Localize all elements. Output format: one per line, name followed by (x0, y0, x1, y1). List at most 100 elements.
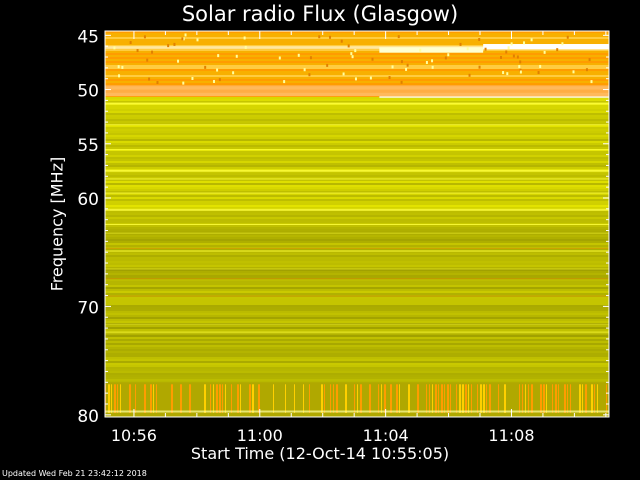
spectrum-row (105, 157, 609, 159)
rfi-speck (196, 38, 199, 42)
rfi-speck (191, 76, 194, 80)
spectrum-row (105, 127, 609, 129)
burst-stripe (171, 384, 173, 413)
burst-stripe (408, 384, 410, 413)
burst-stripe (273, 384, 274, 413)
spectrum-row (105, 175, 609, 177)
burst-stripe (522, 384, 523, 413)
burst-stripe (597, 384, 598, 413)
burst-stripe (471, 384, 472, 413)
spectrum-row (105, 317, 609, 319)
spectrum-row (105, 339, 609, 341)
rfi-speck (400, 60, 403, 64)
rfi-speck (431, 59, 434, 63)
spectrum-row (105, 129, 609, 131)
burst-stripe (354, 384, 355, 413)
spectrum-row (105, 361, 609, 363)
spectrum-row (105, 49, 609, 51)
rfi-speck (478, 38, 481, 42)
rfi-speck (342, 72, 345, 76)
rfi-speck (121, 65, 124, 69)
burst-stripe (417, 384, 419, 413)
spectrum-row (105, 367, 609, 369)
x-tick-label: 11:00 (237, 426, 283, 445)
burst-stripe (222, 384, 223, 413)
emission-line (105, 169, 609, 172)
spectrum-row (105, 61, 609, 63)
spectrum-row (105, 375, 609, 377)
rfi-speck (388, 76, 391, 80)
spectrum-row (105, 369, 609, 371)
spectrum-row (105, 73, 609, 75)
rfi-speck (425, 60, 428, 64)
spectrum-row (105, 101, 609, 103)
rfi-speck (556, 48, 559, 52)
x-tick-label: 11:08 (488, 426, 534, 445)
rfi-speck (309, 56, 312, 60)
spectrum-row (105, 341, 609, 343)
segment-band (379, 96, 609, 99)
spectrum-row (105, 153, 609, 155)
burst-stripe (258, 384, 260, 413)
y-tick-label: 60 (77, 190, 99, 210)
burst-stripe (231, 384, 232, 413)
rfi-speck (129, 41, 132, 45)
emission-line (105, 250, 609, 253)
spectrum-row (105, 185, 609, 187)
spectrum-row (105, 259, 609, 261)
spectrum-row (105, 377, 609, 379)
rfi-speck (543, 50, 546, 54)
x-tick-label: 10:56 (111, 426, 157, 445)
y-tick-label: 45 (77, 27, 99, 47)
burst-stripe (462, 384, 464, 413)
spectrum-row (105, 171, 609, 173)
rfi-speck (212, 79, 215, 83)
burst-stripe (486, 384, 487, 413)
rfi-speck (572, 70, 575, 74)
interference-line (105, 278, 609, 280)
rfi-speck (182, 81, 185, 85)
spectrum-row (105, 69, 609, 71)
spectrum-row (105, 379, 609, 381)
spectrum-row (105, 193, 609, 195)
spectrum-row (105, 219, 609, 221)
emission-line (105, 331, 609, 334)
rfi-speck (204, 65, 207, 69)
rfi-speck (283, 80, 286, 84)
spectrum-row (105, 221, 609, 223)
rfi-speck (519, 70, 522, 74)
spectrum-row (105, 233, 609, 235)
spectrum-row (105, 121, 609, 123)
spectrum-row (105, 179, 609, 181)
spectrum-row (105, 67, 609, 69)
spectrum-row (105, 37, 609, 39)
spectrum-row (105, 141, 609, 143)
spectrum-row (105, 187, 609, 189)
burst-stripe (477, 384, 478, 413)
spectrum-row (105, 45, 609, 47)
spectrum-row (105, 139, 609, 141)
spectrum-row (105, 281, 609, 283)
spectrum-row (105, 253, 609, 255)
burst-stripe (435, 384, 437, 413)
rfi-speck (512, 54, 515, 58)
emission-line (105, 192, 609, 194)
plot-frame (104, 30, 610, 418)
rfi-speck (167, 44, 170, 48)
rfi-speck (278, 56, 281, 60)
spectrum-row (105, 311, 609, 313)
spectrum-row (105, 309, 609, 311)
burst-stripe (219, 384, 221, 413)
rfi-speck (350, 52, 353, 56)
burst-stripe (555, 384, 557, 413)
spectrum-row (105, 41, 609, 43)
spectrum-row (105, 365, 609, 367)
rfi-speck (566, 35, 569, 39)
emission-line (105, 178, 609, 180)
axes: 45 50 55 60 70 80 10:56 11:00 11:04 11:08 (77, 27, 610, 445)
rfi-speck (303, 68, 306, 72)
spectrum-row (105, 181, 609, 183)
spectrum-row (105, 297, 609, 299)
rfi-speck (588, 58, 591, 62)
